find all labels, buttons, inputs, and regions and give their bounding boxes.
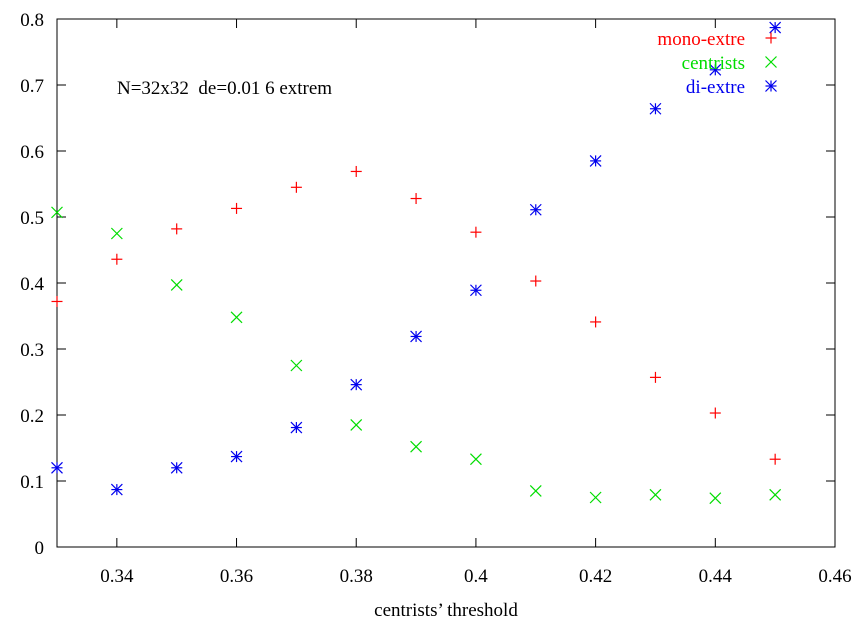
di-extre-point	[769, 21, 782, 34]
y-tick-label: 0	[35, 538, 45, 559]
di-extre-point	[469, 284, 482, 297]
mono-extre-point	[709, 407, 721, 419]
mono-extre-point	[410, 193, 422, 205]
mono-extre-point	[51, 295, 63, 307]
di-extre-point	[170, 461, 183, 474]
x-tick-label: 0.44	[699, 566, 733, 587]
centrists-point	[529, 484, 542, 497]
mono-extre-point	[649, 371, 661, 383]
mono-extre-point	[290, 181, 302, 193]
centrists-point	[769, 488, 782, 501]
y-tick-label: 0.2	[20, 406, 44, 427]
centrists-point	[51, 206, 63, 219]
centrists-point	[230, 311, 243, 324]
x-tick-label: 0.4	[464, 566, 488, 587]
centrists-point	[110, 227, 123, 240]
di-extre-point	[589, 154, 602, 167]
data-points	[51, 21, 782, 505]
centrists-point	[469, 453, 482, 466]
x-tick-label: 0.36	[220, 566, 253, 587]
axis-ticks	[57, 18, 836, 548]
legend-label-centrists: centrists	[682, 53, 745, 74]
y-tick-label: 0.7	[20, 76, 44, 97]
di-extre-point	[51, 461, 63, 474]
chart-annotation: N=32x32 de=0.01 6 extrem	[117, 78, 332, 99]
y-tick-label: 0.3	[20, 340, 44, 361]
legend-marker-mono-extre	[765, 32, 777, 44]
legend: mono-extre centrists di-extre	[657, 29, 777, 98]
di-extre-point	[709, 63, 722, 76]
centrists-point	[290, 359, 303, 372]
y-tick-labels: 0 0.1 0.2 0.3 0.4 0.5 0.6 0.7 0.8	[20, 10, 44, 559]
di-extre-point	[290, 421, 303, 434]
centrists-point	[709, 492, 722, 505]
centrists-point	[589, 491, 602, 504]
di-extre-point	[110, 483, 123, 496]
legend-label-mono-extre: mono-extre	[657, 29, 745, 50]
di-extre-point	[350, 378, 363, 391]
x-tick-labels: 0.34 0.36 0.38 0.4 0.42 0.44 0.46	[100, 566, 851, 587]
x-tick-label: 0.46	[818, 566, 851, 587]
y-tick-label: 0.1	[20, 472, 44, 493]
di-extre-point	[410, 330, 423, 343]
mono-extre-point	[769, 453, 781, 465]
mono-extre-point	[231, 202, 243, 214]
mono-extre-point	[590, 316, 602, 328]
centrists-point	[170, 279, 183, 291]
x-tick-label: 0.38	[340, 566, 373, 587]
centrists-point	[350, 418, 363, 431]
x-axis-label: centrists’ threshold	[374, 600, 518, 621]
legend-label-di-extre: di-extre	[686, 77, 745, 98]
mono-extre-point	[171, 223, 183, 235]
mono-extre-point	[530, 275, 542, 287]
di-extre-point	[649, 102, 662, 115]
centrists-point	[410, 440, 423, 453]
y-tick-label: 0.5	[20, 208, 44, 229]
y-tick-label: 0.6	[20, 142, 44, 163]
mono-extre-point	[350, 165, 362, 177]
x-tick-label: 0.42	[579, 566, 612, 587]
y-tick-label: 0.8	[20, 10, 44, 31]
di-extre-point	[529, 203, 542, 216]
legend-marker-di-extre	[765, 80, 777, 92]
mono-extre-point	[111, 253, 123, 265]
centrists-point	[649, 488, 662, 501]
mono-extre-point	[470, 226, 482, 238]
di-extre-point	[230, 450, 243, 463]
y-tick-label: 0.4	[20, 274, 44, 295]
x-tick-label: 0.34	[100, 566, 134, 587]
legend-marker-centrists	[765, 56, 777, 68]
